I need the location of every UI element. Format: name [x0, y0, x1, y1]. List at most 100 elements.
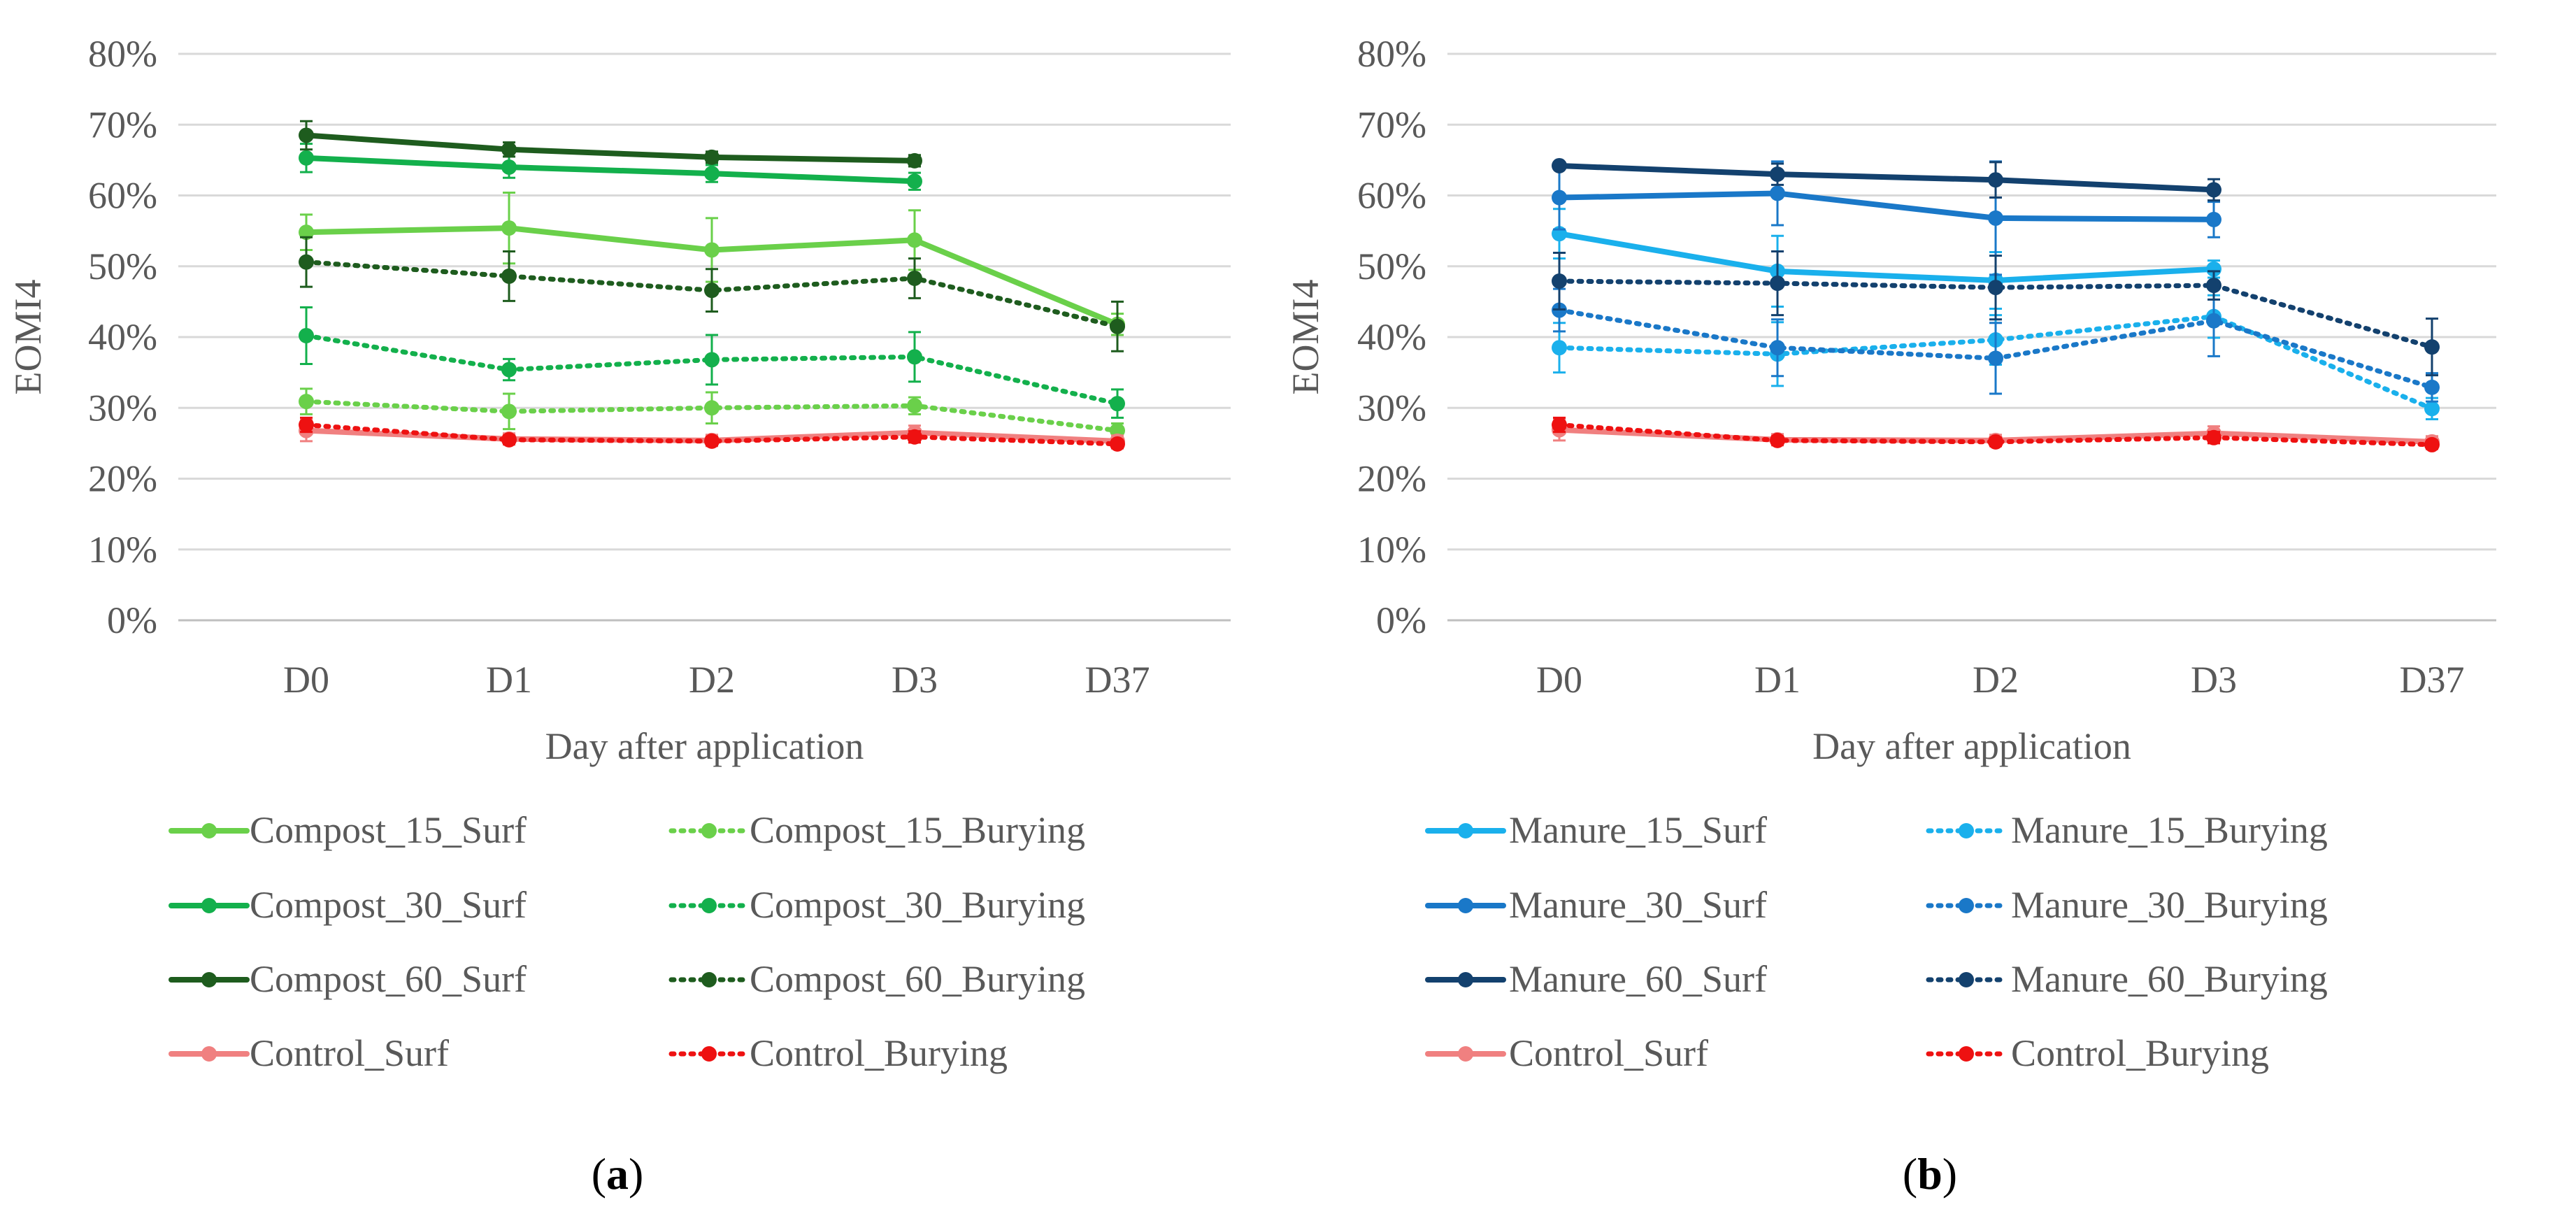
series-line [303, 155, 917, 185]
legend-item: Manure_30_Surf [1425, 884, 1767, 926]
legend-swatch-marker [701, 972, 717, 987]
data-point [299, 327, 314, 343]
data-point [2424, 436, 2440, 452]
legend-swatch-marker [701, 1046, 717, 1062]
data-point [501, 268, 517, 284]
legend-item: Compost_30_Burying [668, 884, 1085, 926]
x-tick-label: D37 [1085, 659, 1150, 701]
legend-label: Manure_30_Burying [2011, 884, 2328, 926]
legend-swatch-marker [1458, 823, 1473, 838]
legend-swatch-marker [1959, 972, 1974, 987]
data-point [299, 417, 314, 433]
legend-item: Compost_30_Surf [169, 884, 527, 926]
series-line [1557, 278, 2435, 350]
y-tick-label: 40% [88, 316, 157, 358]
data-point [2424, 339, 2440, 355]
series-Compost_60_Burying [299, 236, 1125, 352]
series-line [303, 333, 1120, 406]
series-Compost_60_Surf [299, 120, 922, 169]
data-point [1110, 318, 1125, 334]
legend-label: Control_Burying [750, 1032, 1008, 1074]
data-point [1110, 396, 1125, 412]
legend-swatch-marker [1458, 972, 1473, 987]
legend-label: Compost_15_Burying [750, 809, 1085, 851]
legend-swatch-marker [1458, 1046, 1473, 1062]
panel-label: (b) [1903, 1149, 1957, 1199]
y-tick-label: 30% [88, 387, 157, 429]
data-point [1988, 210, 2003, 226]
data-point [1552, 157, 1567, 173]
data-point [299, 224, 314, 241]
data-point [704, 433, 720, 449]
legend-swatch-marker [1959, 898, 1974, 913]
series-line [1557, 162, 2217, 193]
data-point [501, 220, 517, 236]
y-tick-label: 20% [1357, 458, 1426, 500]
legend-label: Manure_15_Surf [1509, 809, 1767, 851]
data-point [907, 173, 922, 190]
x-axis-title: Day after application [545, 725, 864, 767]
data-point [501, 362, 517, 378]
legend-label: Manure_60_Burying [2011, 958, 2328, 1000]
data-point [907, 429, 922, 445]
legend-label: Manure_30_Surf [1509, 884, 1767, 926]
y-tick-label: 20% [88, 458, 157, 500]
y-tick-label: 70% [88, 103, 157, 145]
panel-label: (a) [592, 1149, 644, 1199]
y-tick-label: 70% [1357, 103, 1426, 145]
data-point [1110, 422, 1125, 438]
series-Manure_30_Burying [1552, 284, 2440, 403]
series-line [1557, 314, 2435, 411]
data-point [2424, 379, 2440, 395]
legend-item: Compost_60_Surf [169, 958, 527, 1000]
data-point [1988, 434, 2003, 450]
legend-item: Manure_30_Burying [1926, 884, 2328, 926]
data-point [704, 242, 720, 258]
legend-swatch-marker [701, 823, 717, 838]
data-point [299, 394, 314, 410]
data-point [1110, 436, 1125, 452]
chart-panel-b: 0% 10% 20% 30% 40% 50% 60% 70% 80% D0 D1 D2 D3 D37 Day… [1285, 33, 2496, 1199]
y-tick-label: 50% [88, 245, 157, 287]
data-point [501, 431, 517, 448]
data-point [1770, 276, 1785, 292]
legend-label: Compost_30_Burying [750, 884, 1085, 926]
y-tick-label: 10% [1357, 529, 1426, 571]
series-line [1557, 422, 2435, 448]
data-point [2206, 278, 2221, 294]
series-line [303, 132, 917, 164]
data-point [2206, 429, 2221, 445]
legend-label: Compost_60_Burying [750, 958, 1085, 1000]
data-point [1552, 190, 1567, 206]
data-point [501, 141, 517, 157]
legend-swatch-marker [201, 898, 217, 913]
legend-swatch-marker [201, 972, 217, 987]
legend-label: Manure_60_Surf [1509, 958, 1767, 1000]
x-tick-label: D2 [689, 659, 735, 701]
x-tick-label: D37 [2400, 659, 2465, 701]
x-axis-title: Day after application [1812, 725, 2131, 767]
y-tick-label: 10% [88, 529, 157, 571]
y-tick-label: 30% [1357, 387, 1426, 429]
x-tick-label: D1 [1754, 659, 1801, 701]
data-point [2206, 261, 2221, 277]
series-Control_Burying [299, 416, 1125, 452]
legend-label: Control_Surf [250, 1032, 449, 1074]
legend-item: Manure_15_Burying [1926, 809, 2328, 851]
legend-label: Manure_15_Burying [2011, 809, 2328, 851]
data-point [907, 349, 922, 365]
data-point [704, 166, 720, 182]
y-axis-title: EOMI4 [1285, 280, 1326, 395]
data-point [907, 398, 922, 414]
data-point [1770, 340, 1785, 356]
legend-swatch-marker [1959, 1046, 1974, 1062]
y-tick-label: 50% [1357, 245, 1426, 287]
data-point [299, 127, 314, 143]
series-Compost_30_Burying [299, 306, 1125, 419]
y-tick-label: 80% [88, 33, 157, 75]
y-tick-label: 0% [1376, 599, 1426, 641]
data-point [1988, 350, 2003, 366]
x-tick-label: D0 [283, 659, 329, 701]
legend-label: Control_Surf [1509, 1032, 1708, 1074]
legend-item: Compost_60_Burying [668, 958, 1085, 1000]
